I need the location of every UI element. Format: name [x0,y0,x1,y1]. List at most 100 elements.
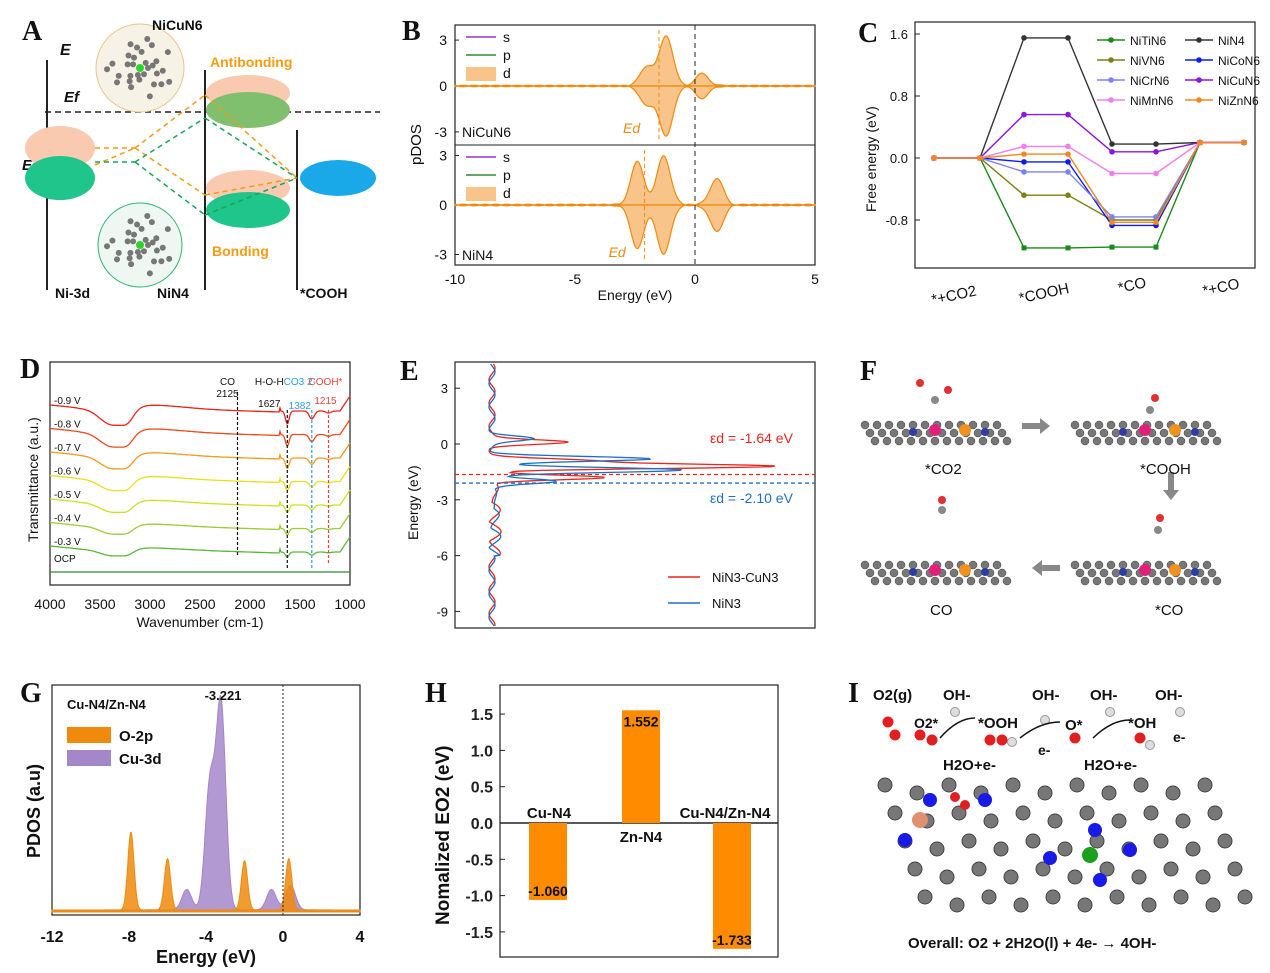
marker [1021,245,1027,251]
carbon-atom [1037,785,1053,801]
label-oh3: OH- [1090,687,1118,704]
carbon-atom [1141,897,1157,913]
bar-Cu-N4 [529,823,567,900]
marker [1109,219,1115,226]
atom [127,218,134,225]
overall-equation: Overall: O2 + 2H2O(l) + 4e- → 4OH- [908,935,1156,952]
marker [1065,169,1071,175]
carbon-atom [1152,436,1162,446]
marker [1021,143,1027,150]
ytick-3: 3 [439,148,447,164]
carbon-atom [951,805,967,821]
ytick--3: -3 [436,493,448,508]
label-h2o2: H2O+e- [1084,757,1137,774]
label-oh1: OH- [943,687,971,704]
legend-NiN4: NiN4 [1218,34,1245,48]
arrow-right-icon [1022,418,1050,434]
carbon-atom [954,436,964,446]
label-h2o1: H2O+e- [943,757,996,774]
carbon-atom [1045,889,1061,905]
carbon-atom [1131,869,1147,885]
spectrum-label: -0.5 V [54,490,81,501]
zn-atom [1082,847,1098,863]
marker [1153,141,1159,147]
atom [127,249,134,256]
carbon-atom [930,576,940,586]
legend-marker [1108,57,1114,63]
ytick-0: 0 [441,437,448,452]
legend-marker [1196,97,1202,103]
carbon-atom [884,560,894,570]
atom [104,243,111,250]
carbon-atom [1005,777,1021,793]
marker [1021,151,1027,157]
carbon-atom [930,436,940,446]
carbon-atom [968,420,978,430]
d-orbital-down-1 [454,203,816,256]
carbon-atom [1197,777,1213,793]
carbon-atom [1188,576,1198,586]
marker-value: 1627 [258,399,281,410]
reaction-arrow-2 [1092,719,1131,739]
atom [109,237,116,244]
xtick--4: -4 [199,929,213,946]
atom [140,71,147,78]
xtick-3500: 3500 [84,596,115,612]
carbon-atom [894,436,904,446]
ytick-3: 3 [441,381,448,396]
o-atom [996,734,1008,746]
atom [126,255,133,262]
marker [1109,244,1115,250]
series-line-NiZnN6 [934,141,1244,224]
carbon-atom [1176,436,1186,446]
xtick-4000: 4000 [34,596,65,612]
carbon-atom [1200,436,1210,446]
carbon-atom [1195,869,1211,885]
o-atom [938,496,946,504]
ytick--3: -3 [435,124,448,140]
carbon-atom [944,420,954,430]
marker [1241,139,1247,146]
carbon-atom [997,568,1007,578]
legend-NiN3: NiN3 [712,596,741,611]
carbon-atom [877,428,887,438]
atom [104,66,111,73]
spectrum--0.8 V [49,419,351,448]
carbon-atom [906,436,916,446]
carbon-atom [920,560,930,570]
carbon-atom [981,889,997,905]
carbon-atom [1200,576,1210,586]
carbon-atom [973,568,983,578]
carbon-atom [1207,568,1217,578]
carbon-atom [1092,436,1102,446]
label-co2: *CO2 [925,461,962,478]
peak-label: -3.221 [205,688,242,703]
n-atom [909,428,917,436]
marker [1153,170,1159,177]
label-co: CO [930,602,953,619]
spectrum--0.5 V [49,489,351,514]
panel-label-e: E [400,356,419,387]
ytick--6: -6 [436,549,448,564]
ftir-frame [49,361,351,586]
carbon-atom [1183,568,1193,578]
atom [144,36,151,43]
n-atom [978,793,992,807]
o-atom [1134,732,1146,744]
pdos-frame [51,684,361,916]
carbon-atom [1087,428,1097,438]
carbon-atom [1143,805,1159,821]
carbon-atom [909,785,925,801]
atom [127,41,134,48]
carbon-atom [918,576,928,586]
legend-marker [1196,37,1202,43]
carbon-atom [1111,428,1121,438]
d-orbital-down-0 [454,84,816,137]
carbon-atom [1185,841,1201,857]
atom [128,261,135,268]
carbon-atom [1047,813,1063,829]
label-o2g: O2(g) [873,687,912,704]
carbon-atom [1205,897,1221,913]
atom [115,249,122,256]
label-nicun6: NiCuN6 [152,17,203,33]
